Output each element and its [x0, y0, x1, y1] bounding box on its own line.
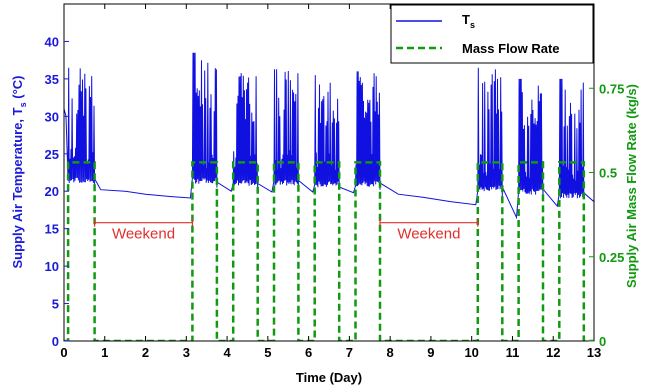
- x-tick-label: 5: [264, 345, 271, 360]
- y-left-tick-label: 25: [45, 147, 59, 162]
- series-layer: [64, 52, 594, 341]
- ticks-layer: 0 1 2 3 4 5 6 7 8 9 10 11 12 13051015202530354000.250…: [45, 4, 624, 360]
- x-tick-label: 3: [183, 345, 190, 360]
- legend-label-ts-sub: s: [470, 20, 475, 30]
- y-left-tick-label: 0: [52, 334, 59, 349]
- x-axis-label: Time (Day): [296, 370, 362, 385]
- legend-label-massflow: Mass Flow Rate: [462, 41, 560, 56]
- x-tick-label: 10: [464, 345, 478, 360]
- x-tick-label: 1: [101, 345, 108, 360]
- series-line-massflow: [64, 161, 594, 341]
- y-left-tick-label: 35: [45, 72, 59, 87]
- y-axis-left-label-text: Supply Air Temperature, T: [10, 107, 25, 268]
- x-tick-label: 9: [427, 345, 434, 360]
- weekend-label: Weekend: [112, 226, 175, 243]
- weekend-label: Weekend: [397, 226, 460, 243]
- y-axis-left-label: Supply Air Temperature, Ts (°C): [10, 76, 28, 269]
- y-left-tick-label: 15: [45, 222, 59, 237]
- legend-label-ts: Ts: [462, 12, 475, 30]
- x-tick-label: 4: [223, 345, 231, 360]
- y-axis-right-label: Supply Air Mass Flow Rate (kg/s): [624, 84, 639, 288]
- series-line-ts: [64, 52, 594, 220]
- y-left-tick-label: 30: [45, 109, 59, 124]
- x-tick-label: 2: [142, 345, 149, 360]
- y-axis-left-label-sub: s: [18, 102, 28, 107]
- x-tick-label: 11: [506, 345, 520, 360]
- x-tick-label: 6: [305, 345, 312, 360]
- legend: Ts Mass Flow Rate: [390, 4, 594, 64]
- y-left-tick-label: 40: [45, 34, 59, 49]
- x-tick-label: 12: [546, 345, 560, 360]
- x-tick-label: 7: [346, 345, 353, 360]
- y-left-tick-label: 20: [45, 184, 59, 199]
- y-right-tick-label: 0.75: [599, 81, 624, 96]
- legend-box: [390, 4, 594, 64]
- y-right-tick-label: 0.25: [599, 250, 624, 265]
- y-axis-left-label-unit: (°C): [10, 76, 25, 103]
- x-tick-label: 8: [387, 345, 394, 360]
- annotation-layer: Weekend Weekend: [93, 218, 479, 243]
- x-tick-label: 13: [587, 345, 601, 360]
- y-right-tick-label: 0.5: [599, 166, 617, 181]
- y-right-tick-label: 0: [599, 334, 606, 349]
- y-left-tick-label: 10: [45, 259, 59, 274]
- x-tick-label: 0: [60, 345, 67, 360]
- y-left-tick-label: 5: [52, 297, 59, 312]
- legend-label-ts-main: T: [462, 12, 470, 27]
